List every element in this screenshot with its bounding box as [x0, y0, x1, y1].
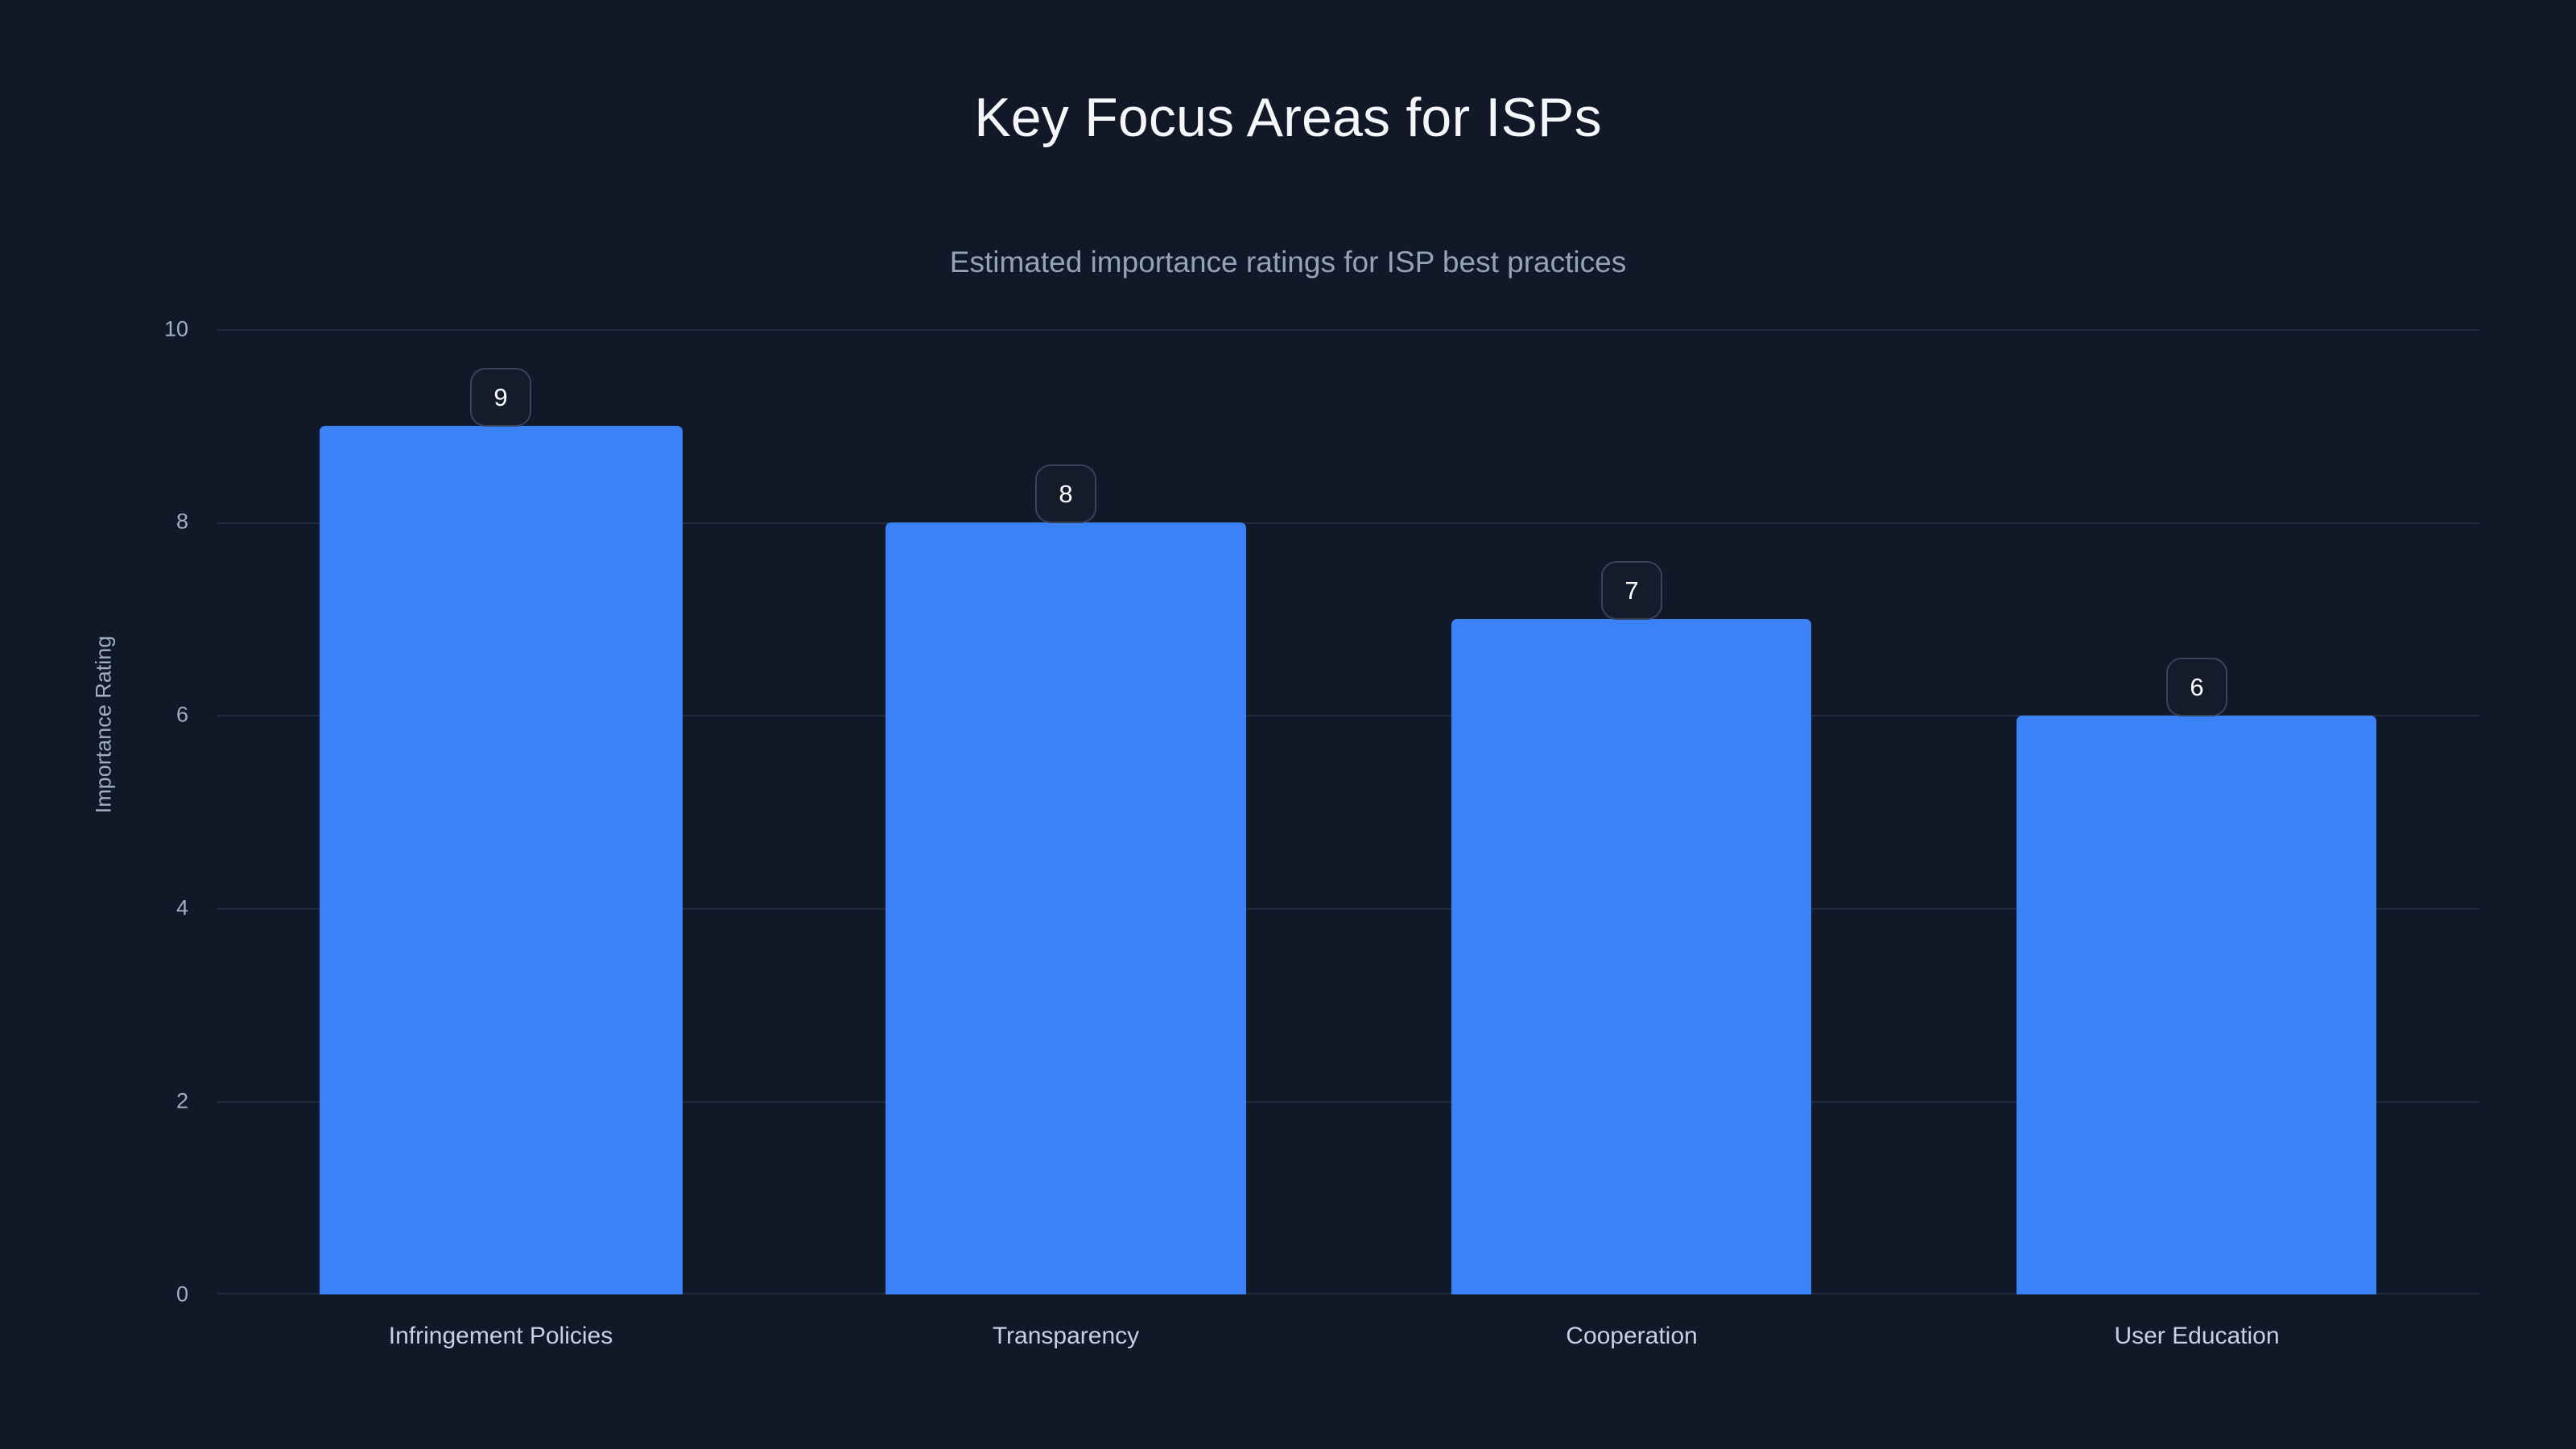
y-tick-label: 10 — [163, 316, 188, 341]
gridline — [217, 1101, 2479, 1103]
bar[interactable] — [1451, 619, 1811, 1294]
x-tick-label: User Education — [2114, 1323, 2280, 1349]
bars-layer — [217, 329, 2479, 1294]
y-tick-label: 4 — [175, 895, 188, 920]
y-tick-label: 6 — [175, 702, 188, 727]
gridline — [217, 715, 2479, 716]
gridline — [217, 522, 2479, 524]
bar[interactable] — [320, 426, 683, 1294]
chart-subtitle: Estimated importance ratings for ISP bes… — [949, 246, 1627, 279]
plot-area: 9 8 7 6 — [217, 329, 2479, 1294]
bar[interactable] — [886, 522, 1246, 1294]
y-tick-label: 0 — [175, 1282, 188, 1307]
axis-baseline — [217, 1293, 2479, 1294]
y-axis-title: Importance Rating — [91, 635, 116, 814]
gridline — [217, 908, 2479, 910]
x-axis: Infringement Policies Transparency Coope… — [217, 1324, 2479, 1373]
y-tick-label: 2 — [175, 1088, 188, 1113]
bar-value-badge: 7 — [1601, 561, 1662, 620]
chart-title: Key Focus Areas for ISPs — [974, 87, 1602, 148]
x-tick-label: Transparency — [992, 1323, 1140, 1349]
bar-value-badge: 9 — [470, 368, 531, 427]
x-tick-label: Infringement Policies — [388, 1323, 613, 1349]
x-tick-label: Cooperation — [1566, 1323, 1698, 1349]
bar-value-badge: 8 — [1035, 464, 1096, 523]
gridline — [217, 329, 2479, 331]
bar[interactable] — [2017, 716, 2376, 1294]
y-axis: 10 8 6 4 2 0 — [0, 0, 217, 1449]
bar-value-badge: 6 — [2166, 658, 2227, 716]
y-tick-label: 8 — [175, 509, 188, 534]
